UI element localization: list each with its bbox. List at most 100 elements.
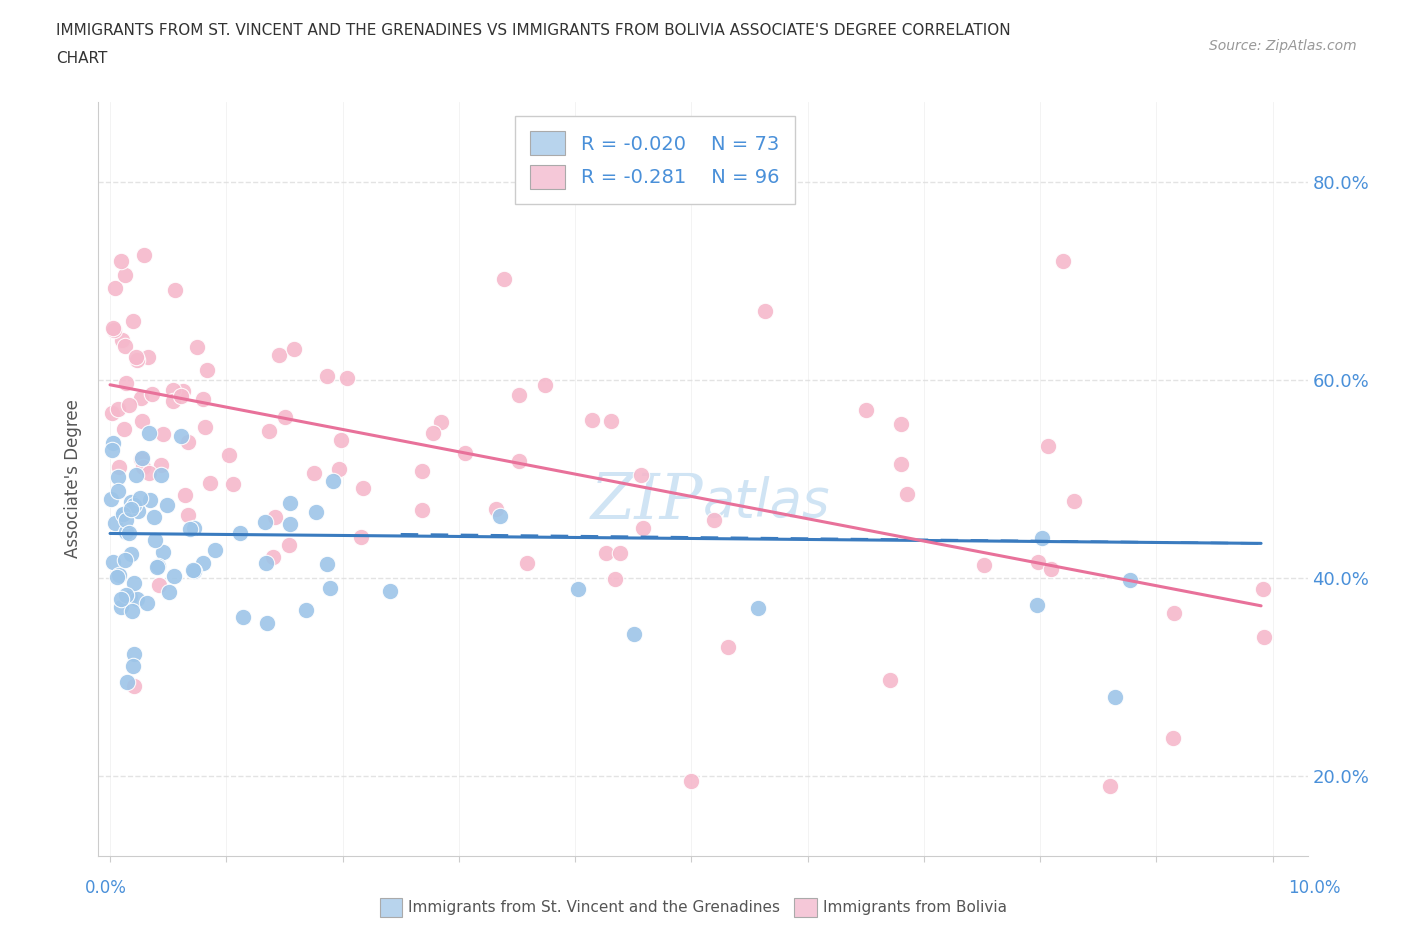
Point (157, 585, 180, 600)
Point (115, 588, 138, 603)
Point (193, 555, 215, 570)
Point (1036, 439, 1059, 454)
Point (112, 507, 135, 522)
Point (169, 388, 191, 403)
Point (879, 672, 901, 687)
Point (973, 557, 995, 572)
Point (129, 391, 152, 405)
Point (101, 435, 124, 450)
Point (256, 616, 278, 631)
Point (747, 600, 769, 615)
Point (222, 476, 245, 491)
Point (101, 554, 124, 569)
Point (114, 552, 136, 567)
Point (1310, 606, 1333, 621)
Point (488, 509, 510, 524)
Point (1031, 531, 1053, 546)
Point (115, 512, 138, 527)
Point (104, 515, 127, 530)
Point (125, 468, 148, 483)
Point (267, 348, 290, 363)
Point (631, 521, 654, 536)
Point (1251, 581, 1274, 596)
Point (132, 247, 155, 262)
Point (1104, 689, 1126, 704)
Point (534, 378, 557, 392)
Point (100, 492, 122, 507)
Point (163, 283, 186, 298)
Point (121, 314, 143, 329)
Point (218, 447, 240, 462)
Point (1063, 494, 1085, 509)
Point (516, 556, 538, 571)
Point (120, 495, 142, 510)
Point (152, 545, 174, 560)
Point (1253, 630, 1275, 644)
Point (204, 542, 226, 557)
Point (319, 580, 342, 595)
Point (316, 556, 339, 571)
Point (681, 774, 703, 789)
Point (1119, 572, 1142, 587)
Point (183, 520, 205, 535)
Point (172, 383, 194, 398)
Point (855, 402, 877, 417)
Point (122, 498, 145, 512)
Point (181, 562, 204, 577)
Point (1163, 605, 1185, 620)
Point (264, 510, 287, 525)
Point (194, 420, 217, 435)
Point (127, 504, 149, 519)
Point (335, 371, 357, 386)
Point (195, 363, 218, 378)
Point (229, 525, 252, 540)
Legend: R = -0.020    N = 73, R = -0.281    N = 96: R = -0.020 N = 73, R = -0.281 N = 96 (515, 116, 794, 204)
Point (107, 401, 129, 416)
Point (277, 538, 299, 552)
Point (146, 560, 169, 575)
Text: 0.0%: 0.0% (84, 879, 127, 897)
Point (131, 413, 153, 428)
Point (717, 640, 740, 655)
Point (422, 425, 444, 440)
Point (183, 564, 205, 578)
Point (262, 550, 284, 565)
Point (129, 452, 152, 467)
Text: Immigrants from St. Vincent and the Grenadines: Immigrants from St. Vincent and the Gren… (408, 900, 780, 915)
Point (121, 604, 143, 618)
Point (122, 646, 145, 661)
Point (111, 333, 134, 348)
Point (138, 465, 160, 480)
Point (492, 272, 515, 286)
Point (115, 674, 138, 689)
Point (107, 470, 129, 485)
Point (305, 504, 328, 519)
Point (454, 445, 477, 460)
Point (169, 429, 191, 444)
Point (162, 382, 184, 397)
Point (890, 417, 912, 432)
Point (1052, 254, 1074, 269)
Text: Source: ZipAtlas.com: Source: ZipAtlas.com (1209, 39, 1357, 53)
Point (278, 496, 301, 511)
Point (600, 414, 623, 429)
Point (350, 530, 373, 545)
Point (508, 454, 530, 469)
Point (110, 254, 132, 269)
Point (186, 340, 208, 355)
Point (609, 545, 631, 560)
Point (411, 502, 433, 517)
Point (138, 425, 160, 440)
Point (121, 658, 143, 673)
Point (890, 457, 912, 472)
Point (150, 458, 173, 472)
Point (143, 510, 166, 525)
Point (595, 546, 617, 561)
Point (110, 591, 132, 606)
Point (896, 487, 918, 502)
Point (257, 423, 280, 438)
Point (352, 481, 374, 496)
Point (1039, 562, 1062, 577)
Y-axis label: Associate's Degree: Associate's Degree (65, 400, 83, 558)
Point (179, 522, 201, 537)
